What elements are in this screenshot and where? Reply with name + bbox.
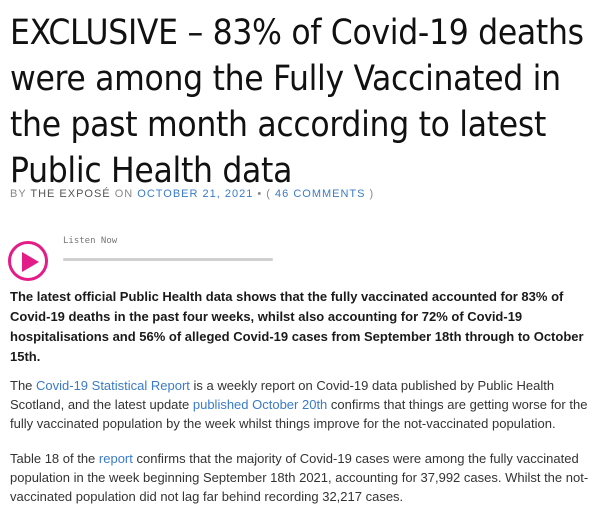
byline-on: ON <box>110 188 138 200</box>
p1-text-1: The <box>10 378 37 393</box>
date-link[interactable]: OCTOBER 21, 2021 <box>137 188 254 200</box>
byline: BY THE EXPOSÉ ON OCTOBER 21, 2021 • ( 46… <box>10 188 374 200</box>
listen-now-label: Listen Now <box>63 236 118 246</box>
comments-link[interactable]: 46 COMMENTS <box>275 188 366 200</box>
p1-text-2: is a weekly report on Covid-19 data publ… <box>10 378 555 412</box>
p1-text-3: confirms that things are getting worse f… <box>10 397 588 431</box>
paragraph-1: The Covid-19 Statistical Report is a wee… <box>10 376 595 433</box>
play-button[interactable] <box>8 241 48 281</box>
audio-progress-bar[interactable] <box>63 258 273 261</box>
statistical-report-link[interactable]: Covid-19 Statistical Report <box>36 378 190 393</box>
published-link[interactable]: published October 20th <box>192 397 328 412</box>
paragraph-2: Table 18 of the report confirms that the… <box>10 449 595 506</box>
lead-paragraph: The latest official Public Health data s… <box>10 289 584 364</box>
p2-text-2: confirms that the majority of Covid-19 c… <box>10 451 589 504</box>
audio-player: Listen Now <box>8 236 278 286</box>
byline-close: ) <box>365 188 375 200</box>
article-title: EXCLUSIVE – 83% of Covid-19 deaths were … <box>10 13 584 191</box>
byline-sep: • ( <box>253 188 276 200</box>
author-link[interactable]: THE EXPOSÉ <box>30 188 111 200</box>
p2-text-1: Table 18 of the <box>10 451 99 466</box>
report-link[interactable]: report <box>98 451 133 466</box>
byline-by: BY <box>10 188 31 200</box>
play-icon <box>22 252 39 272</box>
